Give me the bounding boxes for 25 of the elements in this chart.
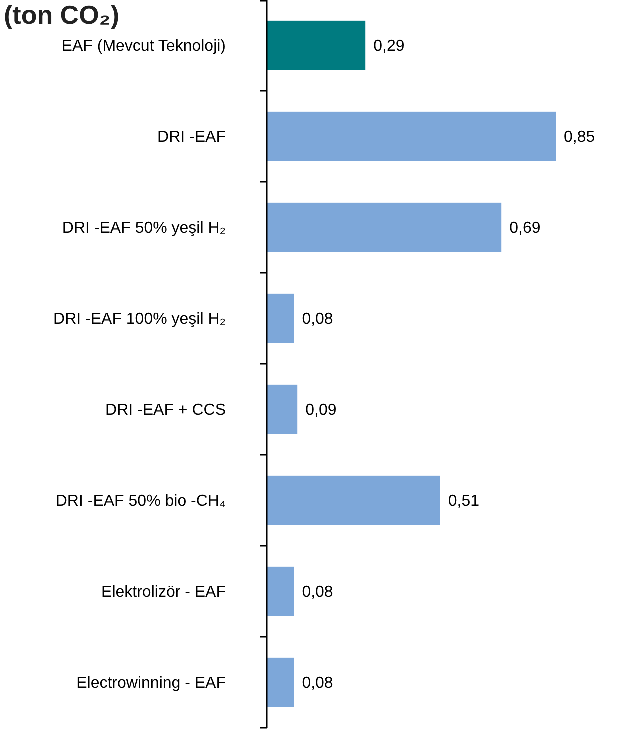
bar <box>267 294 294 344</box>
chart-title: (ton CO₂) <box>4 0 120 30</box>
data-label: 0,29 <box>374 38 405 56</box>
y-tick-label: DRI -EAF <box>158 129 226 146</box>
y-tick-label: DRI -EAF 50% yeşil H₂ <box>62 220 226 238</box>
data-label: 0,09 <box>306 402 337 420</box>
y-tick-label: Elektrolizör - EAF <box>102 584 226 602</box>
data-label: 0,08 <box>302 675 334 692</box>
data-label: 0,85 <box>564 129 596 146</box>
bar <box>267 202 502 252</box>
bar <box>267 658 294 708</box>
y-tick-label: DRI -EAF + CCS <box>106 402 226 420</box>
bar <box>267 20 366 70</box>
y-tick-label: DRI -EAF 100% yeşil H₂ <box>54 311 226 328</box>
bar <box>267 476 440 526</box>
data-label: 0,08 <box>302 311 334 328</box>
bar <box>267 384 298 434</box>
y-tick-label: Electrowinning - EAF <box>76 675 226 692</box>
y-tick-label: DRI -EAF 50% bio -CH₄ <box>56 493 226 510</box>
data-label: 0,08 <box>302 584 334 602</box>
bar <box>267 112 556 162</box>
data-label: 0,51 <box>448 493 480 510</box>
bar <box>267 566 294 616</box>
y-tick-label: EAF (Mevcut Teknoloji) <box>62 38 226 56</box>
data-label: 0,69 <box>510 220 541 238</box>
